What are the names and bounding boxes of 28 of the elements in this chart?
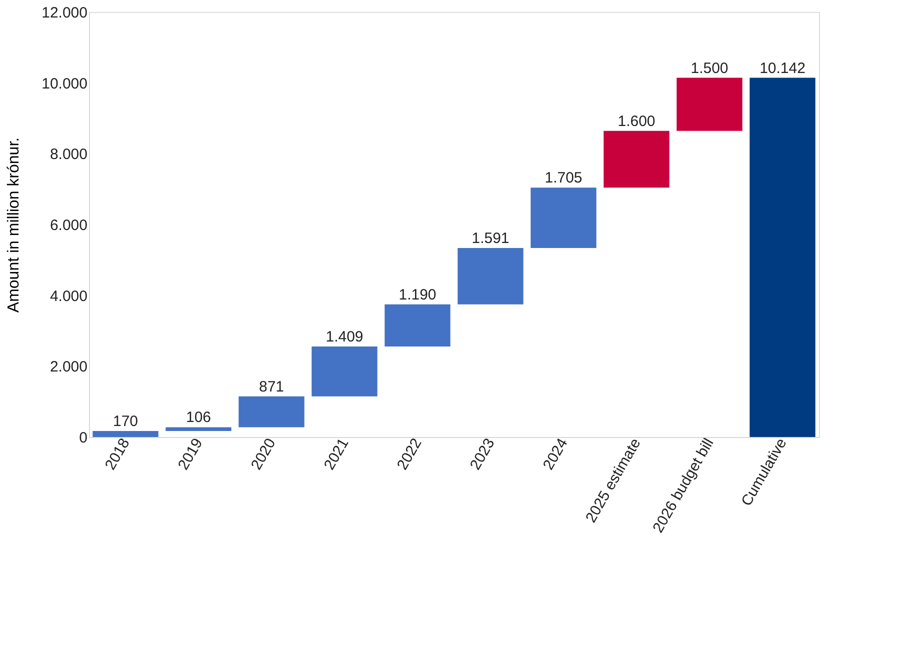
y-tick-label: 10.000 [42,75,88,92]
bar [676,78,742,131]
data-label: 1.600 [618,112,656,130]
bar [384,304,450,346]
data-label: 170 [112,412,138,430]
data-label: 1.190 [398,286,436,304]
data-label: 1.591 [472,230,510,247]
data-label: 106 [186,409,212,426]
bar [238,396,304,428]
data-label: 1.500 [690,60,728,77]
bar [312,346,378,396]
bar [166,427,232,431]
y-tick-label: 4.000 [50,288,88,305]
data-label: 871 [258,378,284,396]
y-tick-label: 0 [79,430,88,446]
y-tick-label: 8.000 [50,146,88,164]
data-label: 1.705 [544,170,582,187]
data-label: 10.142 [760,60,806,77]
bar [458,248,524,304]
y-axis-title: Amount in million krónur. [6,137,23,313]
bar [530,188,596,248]
y-tick-label: 6.000 [50,217,88,234]
bar [750,78,816,437]
data-label: 1.409 [326,328,364,346]
bar [604,130,670,188]
y-tick-label: 12.000 [42,4,88,22]
y-tick-label: 2.000 [50,358,88,376]
bar [92,430,158,437]
